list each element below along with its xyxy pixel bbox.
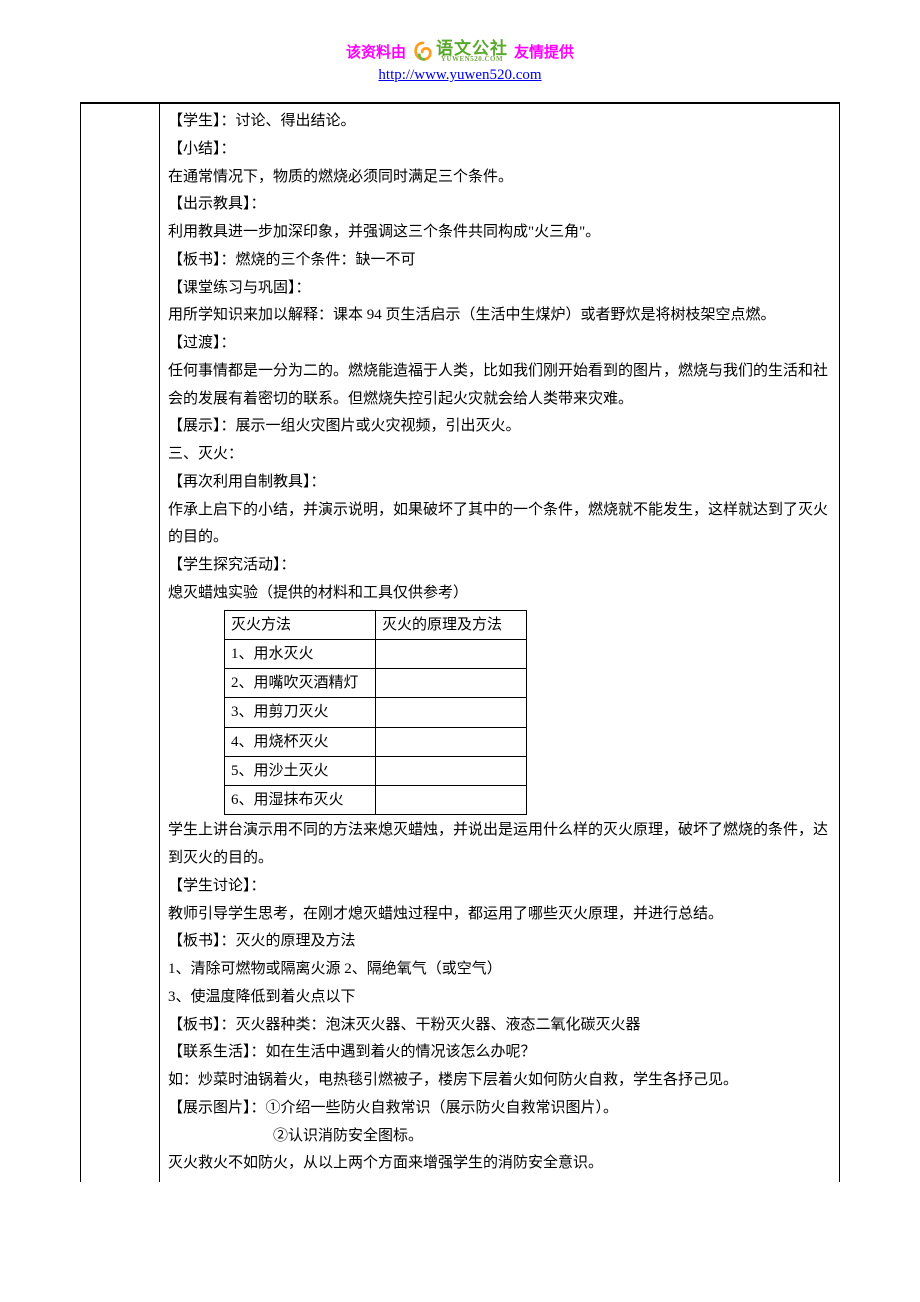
body-line: 【展示】：展示一组火灾图片或火灾视频，引出灭火。 — [168, 413, 831, 441]
body-line: 用所学知识来加以解释：课本 94 页生活启示（生活中生煤炉）或者野炊是将树枝架空… — [168, 302, 831, 330]
body-line: 如：炒菜时油锅着火，电热毯引燃被子，楼房下层着火如何防火自救，学生各抒己见。 — [168, 1067, 831, 1095]
body-line: 作承上启下的小结，并演示说明，如果破坏了其中的一个条件，燃烧就不能发生，这样就达… — [168, 497, 831, 553]
body-line: 【展示图片】：①介绍一些防火自救常识（展示防火自救常识图片）。 — [168, 1095, 831, 1123]
table-cell — [376, 698, 527, 727]
body-line: 1、清除可燃物或隔离火源 2、隔绝氧气（或空气） — [168, 956, 831, 984]
body-line: 【板书】：灭火器种类：泡沫灭火器、干粉灭火器、液态二氧化碳灭火器 — [168, 1012, 831, 1040]
body-line: 【再次利用自制教具】： — [168, 469, 831, 497]
table-row: 5、用沙土灭火 — [225, 756, 527, 785]
table-cell — [376, 786, 527, 815]
header-source-link[interactable]: http://www.yuwen520.com — [80, 67, 840, 84]
table-header-cell: 灭火的原理及方法 — [376, 610, 527, 639]
body-line: 【联系生活】：如在生活中遇到着火的情况该怎么办呢？ — [168, 1039, 831, 1067]
table-cell: 4、用烧杯灭火 — [225, 727, 376, 756]
table-cell: 1、用水灭火 — [225, 639, 376, 668]
table-cell: 3、用剪刀灭火 — [225, 698, 376, 727]
body-line-indented: ②认识消防安全图标。 — [168, 1123, 831, 1151]
table-cell — [376, 669, 527, 698]
body-line: 【小结】： — [168, 136, 831, 164]
table-cell — [376, 639, 527, 668]
extinguish-methods-table: 灭火方法 灭火的原理及方法 1、用水灭火 2、用嘴吹灭酒精灯 3、用剪刀灭火 4… — [224, 610, 527, 816]
body-line: 【板书】：燃烧的三个条件：缺一不可 — [168, 247, 831, 275]
site-logo: 语文公社 YUWEN520.COM — [412, 40, 508, 63]
body-line: 任何事情都是一分为二的。燃烧能造福于人类，比如我们刚开始看到的图片，燃烧与我们的… — [168, 358, 831, 414]
table-row: 6、用湿抹布灭火 — [225, 786, 527, 815]
logo-swirl-icon — [412, 41, 434, 63]
table-header-row: 灭火方法 灭火的原理及方法 — [225, 610, 527, 639]
body-line: 【学生】：讨论、得出结论。 — [168, 108, 831, 136]
page: 该资料由 语文公社 YUWEN520.COM 友情提供 http://www.y… — [0, 0, 920, 1242]
body-line: 【学生探究活动】： — [168, 552, 831, 580]
body-line: 【板书】：灭火的原理及方法 — [168, 928, 831, 956]
table-cell: 6、用湿抹布灭火 — [225, 786, 376, 815]
table-cell — [376, 727, 527, 756]
body-line: 在通常情况下，物质的燃烧必须同时满足三个条件。 — [168, 164, 831, 192]
body-line: 学生上讲台演示用不同的方法来熄灭蜡烛，并说出是运用什么样的灭火原理，破坏了燃烧的… — [168, 817, 831, 873]
page-header: 该资料由 语文公社 YUWEN520.COM 友情提供 http://www.y… — [80, 40, 840, 84]
table-cell — [376, 756, 527, 785]
content-frame: 【学生】：讨论、得出结论。 【小结】： 在通常情况下，物质的燃烧必须同时满足三个… — [80, 103, 840, 1182]
logo-subtext: YUWEN520.COM — [436, 56, 508, 63]
table-row: 2、用嘴吹灭酒精灯 — [225, 669, 527, 698]
body-line: 【出示教具】： — [168, 191, 831, 219]
table-row: 1、用水灭火 — [225, 639, 527, 668]
table-row: 4、用烧杯灭火 — [225, 727, 527, 756]
body-line: 3、使温度降低到着火点以下 — [168, 984, 831, 1012]
body-line: 【学生讨论】： — [168, 873, 831, 901]
main-content-column: 【学生】：讨论、得出结论。 【小结】： 在通常情况下，物质的燃烧必须同时满足三个… — [160, 104, 839, 1182]
header-left-text: 该资料由 — [346, 41, 406, 62]
header-right-text: 友情提供 — [514, 41, 574, 62]
header-credit-line: 该资料由 语文公社 YUWEN520.COM 友情提供 — [346, 40, 574, 63]
left-margin-column — [81, 104, 160, 1182]
table-header-cell: 灭火方法 — [225, 610, 376, 639]
table-row: 3、用剪刀灭火 — [225, 698, 527, 727]
body-line: 利用教具进一步加深印象，并强调这三个条件共同构成"火三角"。 — [168, 219, 831, 247]
body-line: 熄灭蜡烛实验（提供的材料和工具仅供参考） — [168, 580, 831, 608]
body-line: 教师引导学生思考，在刚才熄灭蜡烛过程中，都运用了哪些灭火原理，并进行总结。 — [168, 901, 831, 929]
body-line: 灭火救火不如防火，从以上两个方面来增强学生的消防安全意识。 — [168, 1150, 831, 1178]
body-line: 三、灭火： — [168, 441, 831, 469]
table-cell: 5、用沙土灭火 — [225, 756, 376, 785]
body-line: 【课堂练习与巩固】： — [168, 275, 831, 303]
body-line: 【过渡】： — [168, 330, 831, 358]
table-cell: 2、用嘴吹灭酒精灯 — [225, 669, 376, 698]
